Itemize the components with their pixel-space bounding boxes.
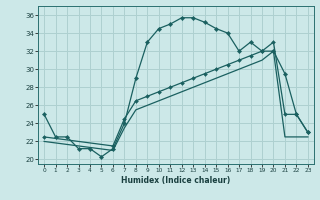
X-axis label: Humidex (Indice chaleur): Humidex (Indice chaleur) — [121, 176, 231, 185]
